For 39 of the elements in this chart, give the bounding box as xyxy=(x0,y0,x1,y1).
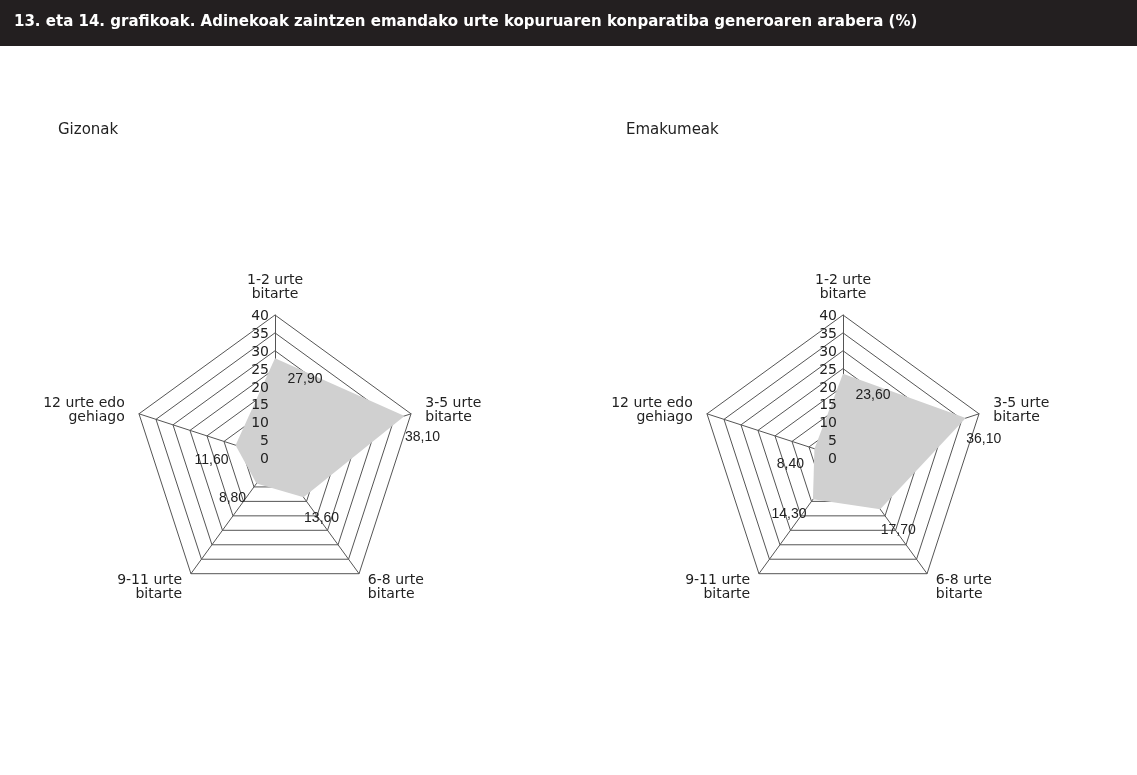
y-tick-label: 20 xyxy=(819,378,837,395)
y-tick-label: 5 xyxy=(260,432,269,449)
spoke-label: 6-8 urte bitarte xyxy=(367,570,424,601)
spoke-label: 9-11 urte bitarte xyxy=(117,570,183,601)
y-tick-label: 15 xyxy=(819,396,837,413)
spoke-label: 12 urte edo gehiago xyxy=(43,394,125,425)
y-tick-label: 20 xyxy=(251,378,269,395)
spoke-label: 3-5 urte bitarte xyxy=(425,394,482,425)
data-label: 11,60 xyxy=(194,451,229,468)
y-tick-label: 30 xyxy=(819,342,837,359)
y-tick-label: 0 xyxy=(828,450,837,466)
y-tick-label: 15 xyxy=(251,396,269,413)
y-tick-label: 10 xyxy=(251,414,269,431)
spoke-label: 3-5 urte bitarte xyxy=(993,394,1050,425)
y-tick-label: 35 xyxy=(251,324,269,341)
data-label: 8,40 xyxy=(776,454,805,471)
data-label: 38,10 xyxy=(405,427,441,444)
y-tick-label: 25 xyxy=(251,360,269,377)
y-tick-label: 10 xyxy=(819,414,837,431)
chart-title: 13. eta 14. grafikoak. Adinekoak zaintzen emandako urte kopuruaren konparatiba generoaren arabera (%) xyxy=(0,0,1137,46)
y-tick-label: 30 xyxy=(251,342,269,359)
data-label: 23,60 xyxy=(855,385,891,402)
y-tick-label: 5 xyxy=(828,432,837,449)
y-tick-label: 35 xyxy=(819,324,837,341)
spoke-label: 9-11 urte bitarte xyxy=(685,570,751,601)
y-tick-label: 25 xyxy=(819,360,837,377)
data-label: 8,80 xyxy=(218,489,247,506)
y-tick-label: 40 xyxy=(819,307,837,323)
data-label: 17,70 xyxy=(880,521,916,538)
data-label: 27,90 xyxy=(287,370,323,387)
spoke-label: 1-2 urte bitarte xyxy=(246,271,304,301)
spoke-label: 6-8 urte bitarte xyxy=(935,570,992,601)
spoke-label: 12 urte edo gehiago xyxy=(611,394,693,425)
data-label: 36,10 xyxy=(966,430,1002,447)
spoke-label: 1-2 urte bitarte xyxy=(814,271,872,301)
y-tick-label: 40 xyxy=(251,307,269,323)
y-tick-label: 0 xyxy=(260,450,269,466)
chart-subtitle: Emakumeak xyxy=(626,120,719,138)
chart-subtitle: Gizonak xyxy=(58,120,119,138)
